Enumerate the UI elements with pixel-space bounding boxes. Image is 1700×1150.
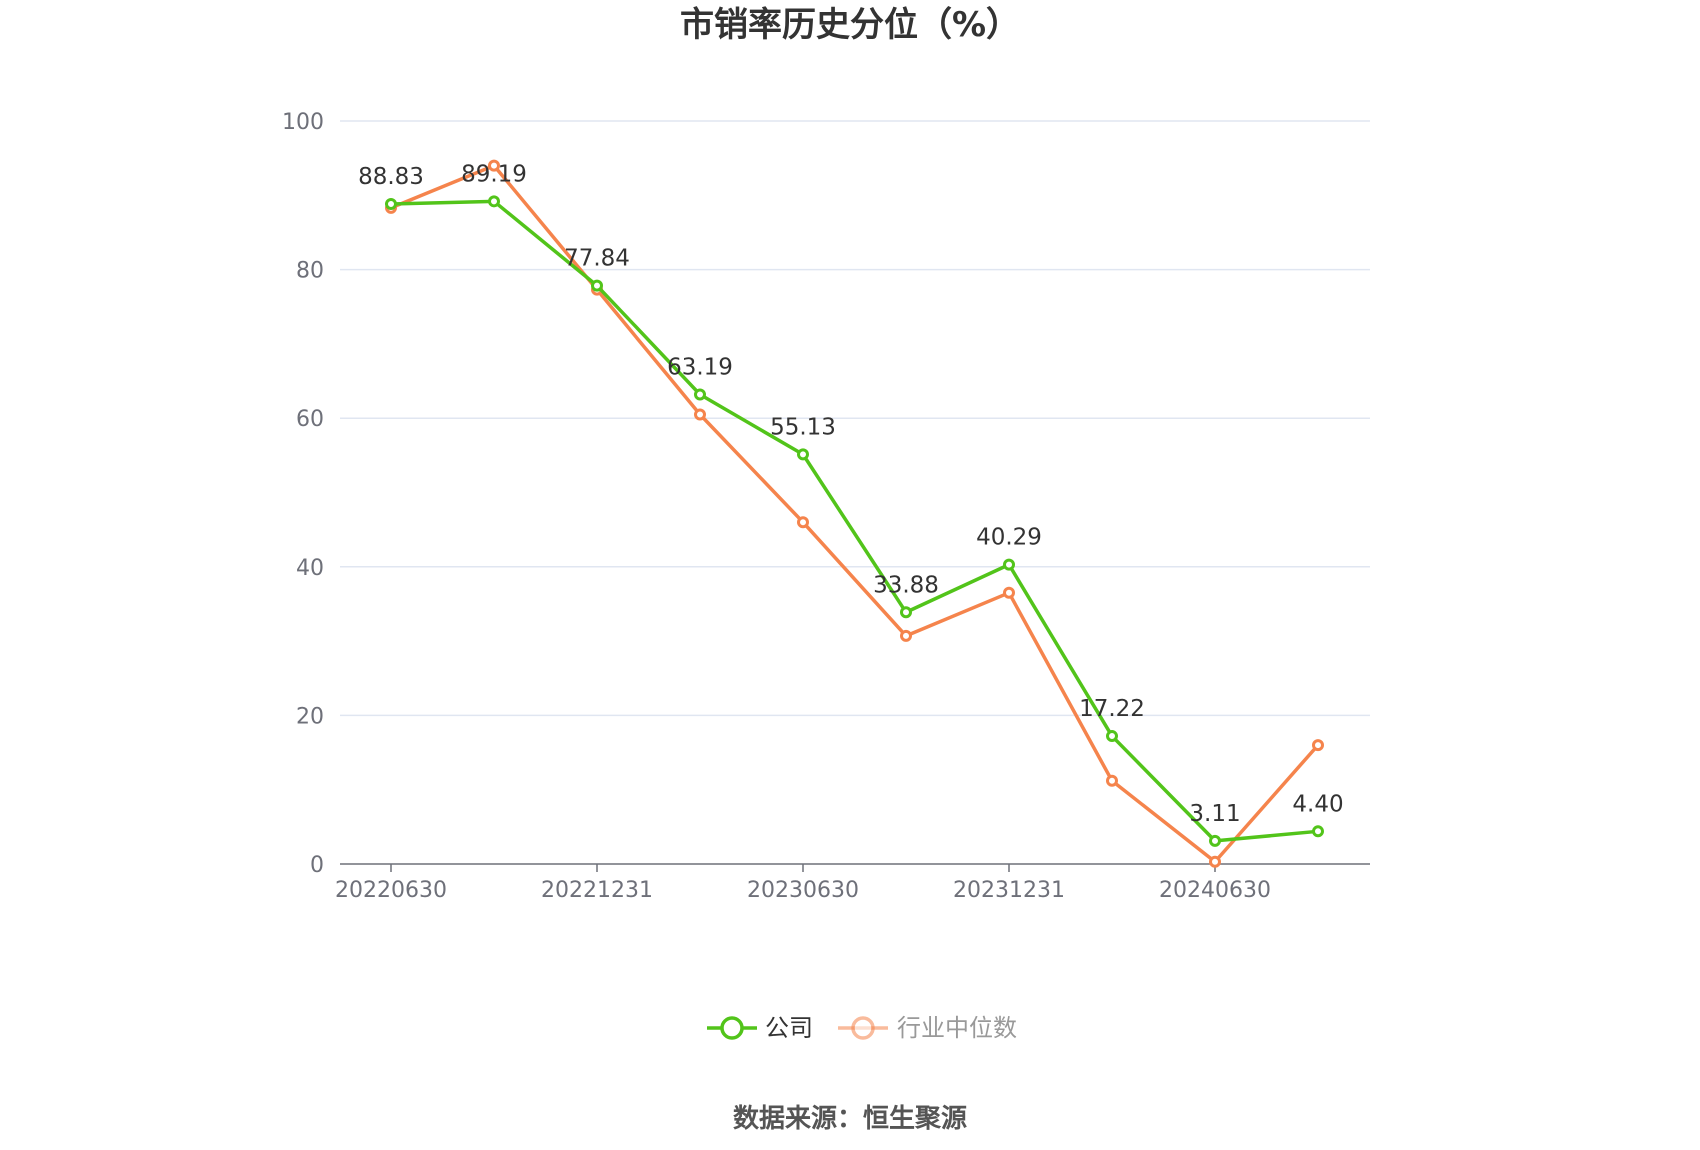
legend-label: 公司 <box>765 1014 813 1042</box>
data-label: 40.29 <box>976 525 1042 551</box>
data-labels: 88.83 89.19 77.84 63.19 55.13 33.88 40.29 17.22… <box>358 161 1344 827</box>
y-tick-label: 60 <box>296 407 324 432</box>
y-tick-label: 20 <box>296 704 324 729</box>
data-point[interactable] <box>591 279 603 292</box>
series-layer <box>385 159 1324 868</box>
data-point[interactable] <box>1003 586 1015 599</box>
data-point[interactable] <box>1209 855 1221 868</box>
data-point[interactable] <box>900 606 912 619</box>
data-point[interactable] <box>488 195 500 208</box>
data-label: 33.88 <box>873 572 939 598</box>
x-tick-label: 20231231 <box>953 878 1065 903</box>
data-point[interactable] <box>488 159 500 172</box>
data-label: 17.22 <box>1079 696 1145 722</box>
x-tick-label: 20220630 <box>335 878 447 903</box>
data-label: 88.83 <box>358 164 424 190</box>
data-source-text: 数据来源：恒生聚源 <box>733 1104 967 1134</box>
series-line-company <box>390 199 1319 843</box>
legend[interactable]: 公司 行业中位数 <box>707 1014 1017 1042</box>
data-label: 89.19 <box>461 161 527 187</box>
data-label: 55.13 <box>770 414 836 440</box>
x-tick-label: 20221231 <box>541 878 653 903</box>
y-tick-label: 100 <box>282 110 324 135</box>
y-tick-label: 0 <box>310 853 324 878</box>
legend-item-industry-median[interactable]: 行业中位数 <box>838 1014 1017 1042</box>
grid-lines <box>340 120 1370 717</box>
data-point[interactable] <box>1106 730 1118 743</box>
series-line-industry-median <box>390 163 1320 864</box>
y-tick-label: 80 <box>296 259 324 284</box>
data-label: 63.19 <box>667 354 733 380</box>
data-point[interactable] <box>1003 558 1015 571</box>
data-label: 3.11 <box>1189 801 1240 827</box>
data-point[interactable] <box>1312 825 1324 838</box>
x-tick-label: 20240630 <box>1159 878 1271 903</box>
data-label: 77.84 <box>564 246 630 272</box>
data-point[interactable] <box>1312 739 1324 752</box>
data-point[interactable] <box>694 408 706 421</box>
data-point[interactable] <box>900 629 912 642</box>
legend-marker <box>851 1016 875 1040</box>
legend-marker <box>720 1016 744 1040</box>
data-point[interactable] <box>1209 834 1221 847</box>
legend-item-company[interactable]: 公司 <box>707 1014 813 1042</box>
chart-title: 市销率历史分位（%） <box>680 5 1020 45</box>
y-tick-label: 40 <box>296 556 324 581</box>
data-point[interactable] <box>1106 774 1118 787</box>
axes: 0 20 40 60 80 100 20220630 20221231 20230630 2023… <box>282 110 1370 903</box>
data-point[interactable] <box>694 388 706 401</box>
legend-label: 行业中位数 <box>897 1014 1017 1042</box>
data-point[interactable] <box>797 448 809 461</box>
data-point[interactable] <box>797 516 809 529</box>
data-label: 4.40 <box>1292 791 1343 817</box>
x-tick-label: 20230630 <box>747 878 859 903</box>
data-point[interactable] <box>385 197 397 210</box>
